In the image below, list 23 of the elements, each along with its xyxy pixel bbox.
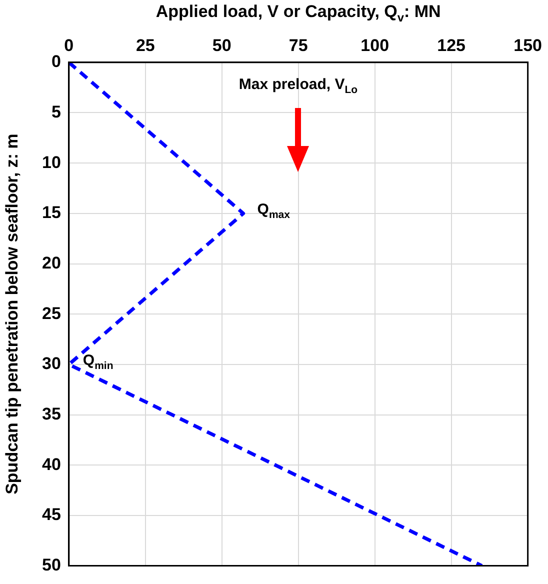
y-tick-label: 30 <box>42 354 61 374</box>
y-tick-label: 20 <box>42 253 61 272</box>
x-tick-label: 100 <box>360 36 390 55</box>
x-tick-label: 50 <box>212 36 232 55</box>
y-tick-label: 25 <box>42 304 61 323</box>
y-tick-label: 40 <box>42 454 61 474</box>
y-tick-label: 50 <box>42 555 61 574</box>
y-tick-label: 5 <box>51 102 61 122</box>
y-tick-label: 0 <box>51 52 61 72</box>
y-tick-label: 35 <box>42 404 61 424</box>
x-tick-label: 25 <box>136 36 155 55</box>
y-tick-label: 45 <box>42 505 61 524</box>
annotation: Q$_{min}$ <box>82 352 114 372</box>
annotation: Max preload, V$_{Lo}$ <box>238 76 358 96</box>
x-tick-label: 0 <box>64 36 74 55</box>
y-axis-title: Spudcan tip penetration below seafloor, z: m <box>2 134 22 495</box>
annotation: Q$_{max}$ <box>257 201 290 222</box>
x-axis-title: Applied load, V or Capacity, Q$_{v}$: MN <box>156 2 441 24</box>
x-tick-label: 150 <box>514 36 542 55</box>
x-tick-label: 75 <box>288 36 308 55</box>
x-tick-label: 125 <box>437 36 466 55</box>
y-tick-label: 10 <box>42 152 61 172</box>
y-tick-label: 15 <box>42 203 61 222</box>
